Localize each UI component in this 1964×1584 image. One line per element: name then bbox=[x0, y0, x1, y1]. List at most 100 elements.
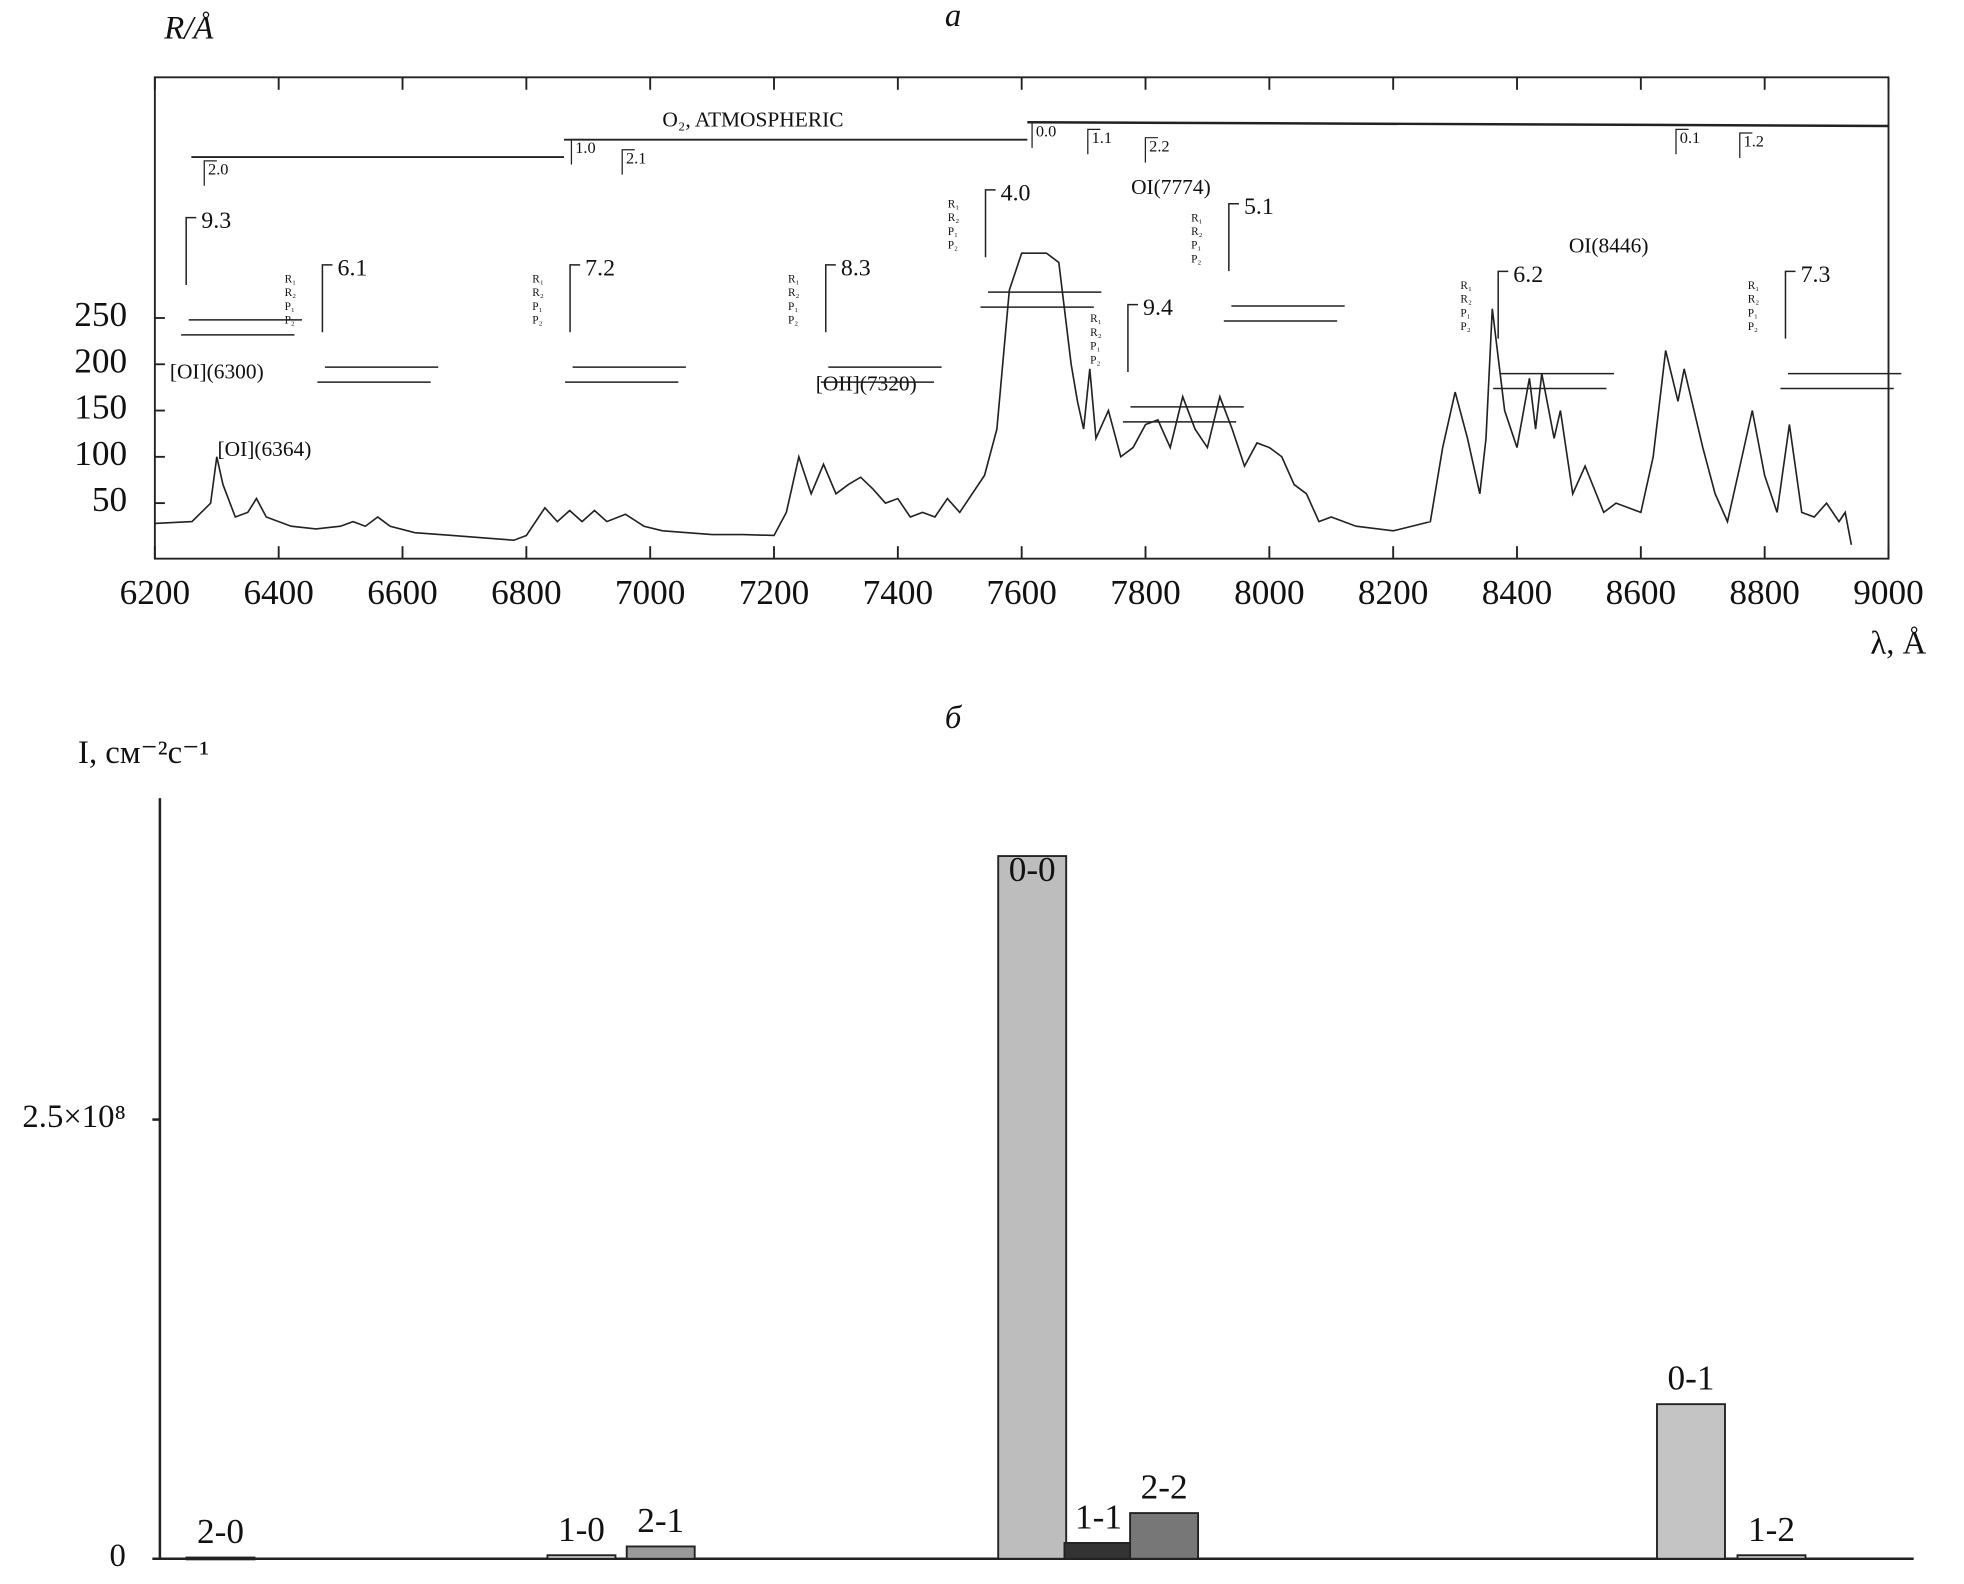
figure-body: а R/Å λ, Å б I, см⁻²с⁻¹ 6200 6400 6600 6800… bbox=[22, 0, 1926, 1574]
x-tick-label: 8600 bbox=[1606, 573, 1676, 612]
atmos-bracket bbox=[1027, 120, 1889, 128]
atmos-band-marker bbox=[570, 138, 585, 165]
branch-label: P₂ bbox=[285, 315, 295, 327]
branch-label: R₂ bbox=[1090, 327, 1102, 339]
band-head-label: 6.1 bbox=[338, 255, 368, 281]
bar-label: 2-2 bbox=[1141, 1468, 1188, 1507]
y-tick-label: 2.5×10⁸ bbox=[22, 1099, 125, 1135]
x-tick-label: 8400 bbox=[1482, 573, 1552, 612]
branch-label: R₂ bbox=[788, 287, 800, 299]
branch-label: R₂ bbox=[285, 287, 297, 299]
x-axis-label: λ, Å bbox=[1870, 626, 1926, 662]
y-axis-label: I, см⁻²с⁻¹ bbox=[78, 735, 209, 771]
branch-label: P₁ bbox=[1748, 307, 1758, 319]
branch-label: P₁ bbox=[532, 301, 542, 313]
band-head-marker bbox=[185, 216, 197, 285]
branch-label: P₁ bbox=[285, 301, 295, 313]
atmos-band-label: 2.0 bbox=[208, 160, 228, 179]
x-tick-label: 8200 bbox=[1358, 573, 1428, 612]
branch-label: P₁ bbox=[1460, 307, 1470, 319]
branch-comb bbox=[820, 366, 942, 383]
band-head-marker bbox=[984, 189, 996, 258]
line-annotation: [OII](7320) bbox=[816, 372, 917, 396]
bar bbox=[997, 855, 1068, 1560]
x-tick-label: 8800 bbox=[1729, 573, 1799, 612]
band-head-marker bbox=[1228, 203, 1239, 272]
y-tick-label: 100 bbox=[74, 434, 127, 473]
bar-label: 0-1 bbox=[1667, 1359, 1714, 1398]
bar-label: 1-1 bbox=[1075, 1498, 1122, 1537]
band-head-label: 4.0 bbox=[1001, 180, 1031, 206]
spectrum-frame bbox=[153, 76, 1890, 560]
chart-title: а bbox=[945, 0, 961, 34]
branch-label: R₁ bbox=[948, 198, 960, 210]
bar-label: 2-0 bbox=[197, 1512, 244, 1551]
band-head-marker bbox=[569, 264, 581, 333]
branch-label: P₂ bbox=[1460, 321, 1470, 333]
band-head-marker bbox=[1127, 303, 1138, 373]
x-tick-label: 7600 bbox=[986, 573, 1056, 612]
x-tick-label: 6800 bbox=[491, 573, 561, 612]
x-tick-label: 8000 bbox=[1234, 573, 1304, 612]
atmos-band-marker bbox=[1675, 128, 1689, 155]
bar bbox=[546, 1554, 617, 1560]
line-annotation: [OI](6364) bbox=[218, 437, 312, 461]
band-head-label: 5.1 bbox=[1244, 194, 1274, 220]
branch-label: R₂ bbox=[1191, 226, 1203, 238]
band-head-marker bbox=[825, 264, 836, 333]
x-tick-label: 7800 bbox=[1110, 573, 1180, 612]
atmos-band-label: 0.0 bbox=[1036, 122, 1056, 141]
chart-title: б bbox=[945, 700, 963, 736]
branch-label: R₁ bbox=[788, 273, 800, 285]
branch-comb bbox=[1780, 372, 1902, 390]
branch-label: P₂ bbox=[532, 315, 542, 327]
y-tick-label: 250 bbox=[74, 295, 127, 334]
line-annotation: OI(7774) bbox=[1131, 175, 1211, 199]
branch-comb bbox=[565, 366, 686, 383]
band-head-label: 7.3 bbox=[1801, 262, 1831, 288]
atmos-band-marker bbox=[203, 160, 217, 186]
atmos-band-label: 2.2 bbox=[1149, 136, 1169, 155]
atmos-band-marker bbox=[1144, 137, 1158, 163]
x-tick-label: 6200 bbox=[120, 573, 190, 612]
x-tick-label: 6600 bbox=[367, 573, 437, 612]
branch-label: P₁ bbox=[1191, 240, 1201, 252]
band-head-marker bbox=[1497, 270, 1509, 339]
branch-label: P₂ bbox=[1191, 254, 1201, 266]
bar bbox=[185, 1556, 256, 1561]
band-head-marker bbox=[321, 264, 333, 333]
x-tick-label: 7000 bbox=[615, 573, 685, 612]
bar bbox=[1736, 1554, 1807, 1560]
branch-comb bbox=[317, 366, 439, 383]
x-tick-label: 7200 bbox=[739, 573, 809, 612]
line-annotation: O₂, ATMOSPHERIC bbox=[662, 108, 843, 132]
branch-label: R₁ bbox=[1460, 280, 1472, 292]
branch-label: R₁ bbox=[1191, 212, 1203, 224]
bar bbox=[1129, 1512, 1200, 1560]
atmos-band-label: 1.0 bbox=[575, 138, 595, 157]
bar bbox=[1656, 1403, 1726, 1560]
branch-label: R₂ bbox=[532, 287, 544, 299]
y-tick-label: 0 bbox=[110, 1538, 126, 1574]
branch-label: P₂ bbox=[788, 315, 798, 327]
branch-comb bbox=[1122, 406, 1244, 423]
atmos-band-marker bbox=[1739, 132, 1753, 158]
x-tick-label: 9000 bbox=[1853, 573, 1923, 612]
atmos-band-label: 1.2 bbox=[1744, 132, 1764, 151]
branch-label: R₁ bbox=[532, 273, 544, 285]
branch-label: P₂ bbox=[1090, 354, 1100, 366]
branch-label: P₂ bbox=[1748, 321, 1758, 333]
branch-label: R₂ bbox=[1460, 294, 1472, 306]
y-axis-label: R/Å bbox=[163, 11, 213, 47]
y-tick-label: 200 bbox=[74, 341, 127, 380]
branch-label: R₁ bbox=[1090, 313, 1102, 325]
band-head-label: 8.3 bbox=[841, 255, 871, 281]
band-head-label: 6.2 bbox=[1513, 262, 1543, 288]
band-head-marker bbox=[1784, 270, 1796, 339]
branch-comb bbox=[1223, 305, 1345, 322]
x-tick-label: 6400 bbox=[243, 573, 313, 612]
bar-label: 2-1 bbox=[637, 1501, 684, 1540]
band-head-label: 7.2 bbox=[585, 255, 615, 281]
branch-label: R₂ bbox=[948, 212, 960, 224]
